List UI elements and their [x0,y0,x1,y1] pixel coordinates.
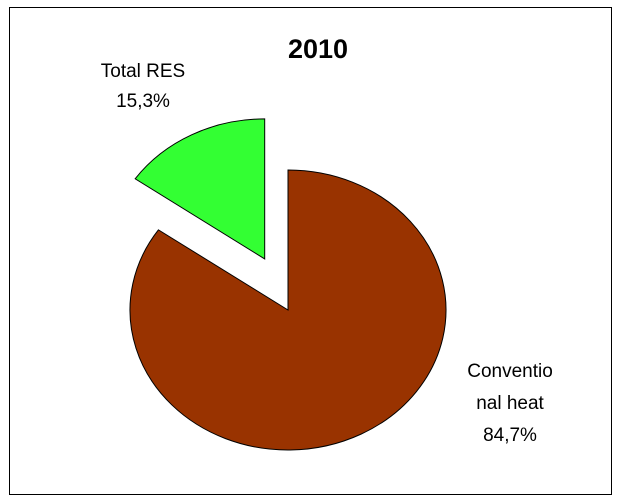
data-label-total-res-value: 15,3% [116,91,170,112]
data-label-conventional-heat-name-line2: nal heat [476,393,544,414]
data-label-conventional-heat-value: 84,7% [483,425,537,446]
pie-slice-total-res [134,118,266,260]
data-label-conventional-heat-name-line1: Conventio [467,361,553,382]
data-label-total-res-name: Total RES [101,61,185,82]
pie-slice-conventional-heat [129,169,447,451]
chart-title: 2010 [288,34,348,64]
